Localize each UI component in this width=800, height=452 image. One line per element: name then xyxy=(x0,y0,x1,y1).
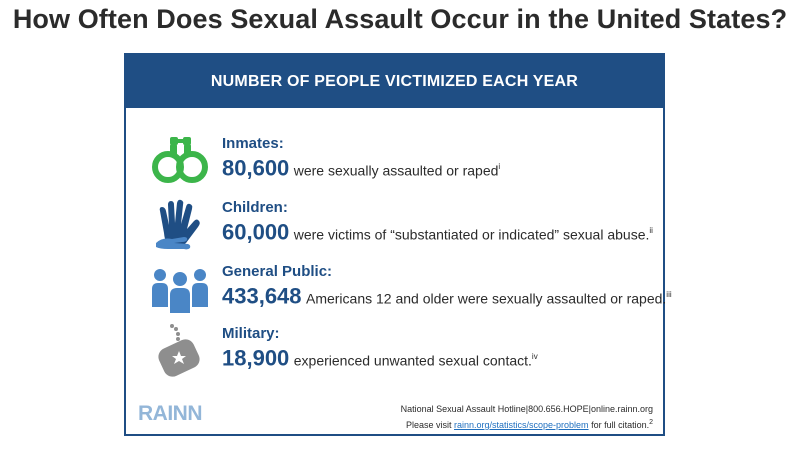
item-label: Children: xyxy=(222,199,288,216)
rainn-logo: RAINN xyxy=(138,402,203,425)
citation-prefix: Please visit xyxy=(405,420,454,430)
people-icon xyxy=(152,269,208,313)
page-title: How Often Does Sexual Assault Occur in t… xyxy=(12,4,788,34)
item-number: 433,648 xyxy=(222,283,302,309)
item-number: 80,600 xyxy=(222,155,290,181)
hands-icon xyxy=(156,199,200,250)
item-description: Americans 12 and older were sexually ass… xyxy=(305,290,667,307)
footnote-marker: 2 xyxy=(649,419,653,426)
item-number: 18,900 xyxy=(222,345,290,371)
footnote-marker: ii xyxy=(649,226,653,235)
card-header: NUMBER OF PEOPLE VICTIMIZED EACH YEAR xyxy=(126,55,663,108)
item-military: Military: 18,900 experienced unwanted se… xyxy=(126,323,663,381)
citation-link[interactable]: rainn.org/statistics/scope-problem xyxy=(454,420,589,430)
dog-tag-icon xyxy=(158,324,200,377)
handcuffs-icon xyxy=(152,137,208,183)
item-children: Children: 60,000 were victims of “substa… xyxy=(126,197,663,255)
item-label: Inmates: xyxy=(222,135,284,152)
item-description: experienced unwanted sexual contact. xyxy=(293,352,532,369)
item-description: were sexually assaulted or raped xyxy=(293,162,499,179)
item-number: 60,000 xyxy=(222,219,290,245)
footer-citation: National Sexual Assault Hotline|800.656.… xyxy=(401,403,653,432)
footnote-marker: iv xyxy=(531,352,538,361)
item-label: General Public: xyxy=(222,263,333,280)
infographic-card: NUMBER OF PEOPLE VICTIMIZED EACH YEAR In… xyxy=(124,53,672,436)
item-inmates: Inmates: 80,600 were sexually assaulted … xyxy=(126,133,663,191)
hotline-text: National Sexual Assault Hotline|800.656.… xyxy=(400,404,653,414)
item-label: Military: xyxy=(222,325,280,342)
citation-suffix: for full citation. xyxy=(588,420,650,430)
item-description: were victims of “substantiated or indica… xyxy=(293,226,650,243)
footnote-marker: i xyxy=(498,162,501,171)
item-general-public: General Public: 433,648 Americans 12 and… xyxy=(126,261,672,319)
footnote-marker: iii xyxy=(666,290,672,299)
